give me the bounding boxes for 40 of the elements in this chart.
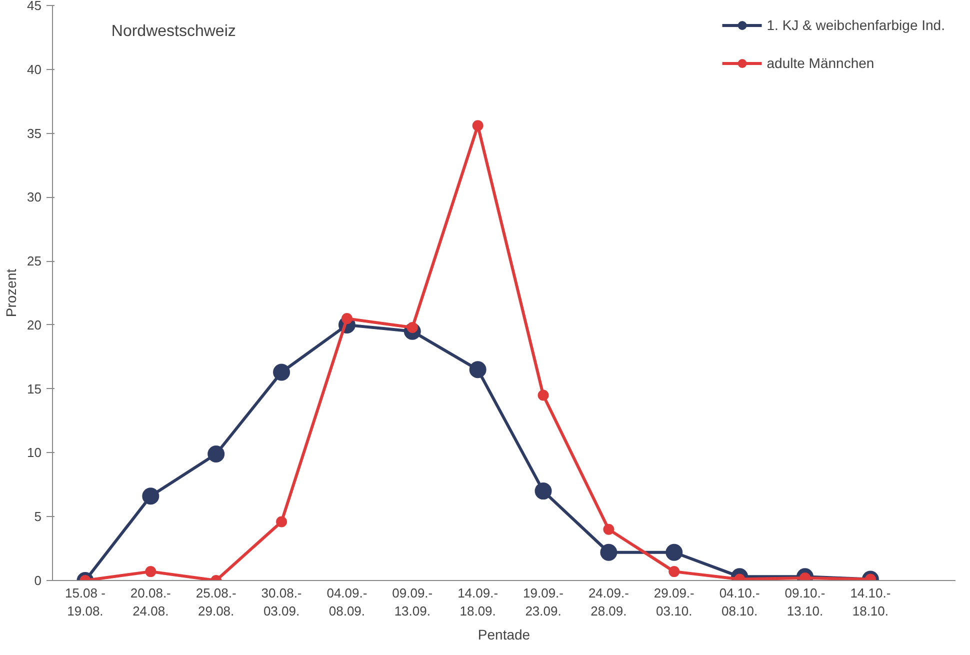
legend-label: 1. KJ & weibchenfarbige Ind. <box>766 17 945 33</box>
x-tick-label: 30.08.- 03.09. <box>261 586 302 618</box>
x-tick-label: 24.09.- 28.09. <box>588 586 629 618</box>
x-tick-label: 14.09.- 18.09. <box>458 586 498 618</box>
y-tick-label: 5 <box>34 509 42 524</box>
y-tick-label: 40 <box>27 62 42 77</box>
x-tick-label: 09.09.- 13.09. <box>392 586 433 618</box>
y-tick-label: 20 <box>27 317 42 332</box>
y-tick-label: 15 <box>27 381 42 396</box>
x-tick-label: 19.09.- 23.09. <box>523 586 564 618</box>
point <box>600 544 618 561</box>
y-tick-label: 45 <box>27 0 42 13</box>
legend-label: adulte Männchen <box>766 55 874 71</box>
point <box>276 516 288 528</box>
point <box>666 544 683 561</box>
x-tick-label: 20.08.- 24.08. <box>130 586 171 618</box>
x-tick-label: 09.10.- 13.10. <box>784 586 826 618</box>
point <box>208 446 225 462</box>
x-tick-label: 29.09.- 03.10. <box>654 586 694 618</box>
y-tick-label: 30 <box>27 190 42 205</box>
point <box>341 313 352 324</box>
y-tick-label: 25 <box>27 254 42 269</box>
x-axis-title: Pentade <box>478 626 530 642</box>
x-tick-label: 04.10.- 08.10. <box>719 586 760 618</box>
point <box>603 524 614 535</box>
y-tick-label: 10 <box>27 445 42 460</box>
x-tick-label: 04.09.- 08.09. <box>326 586 368 618</box>
point <box>273 364 290 381</box>
text: Nordwestschweiz <box>111 23 236 40</box>
y-tick-label: 35 <box>27 126 42 141</box>
point <box>472 120 484 132</box>
x-tick-label: 15.08 - 19.08. <box>64 586 106 618</box>
x-tick-label: 25.08.- 29.08. <box>196 586 236 618</box>
point <box>538 390 549 401</box>
x-tick-label: 14.10.- 18.10. <box>850 586 891 618</box>
point <box>469 361 486 378</box>
y-tick-label: 0 <box>34 573 42 588</box>
y-axis-title: Prozent <box>3 268 20 318</box>
point <box>534 482 552 500</box>
point <box>142 488 160 505</box>
